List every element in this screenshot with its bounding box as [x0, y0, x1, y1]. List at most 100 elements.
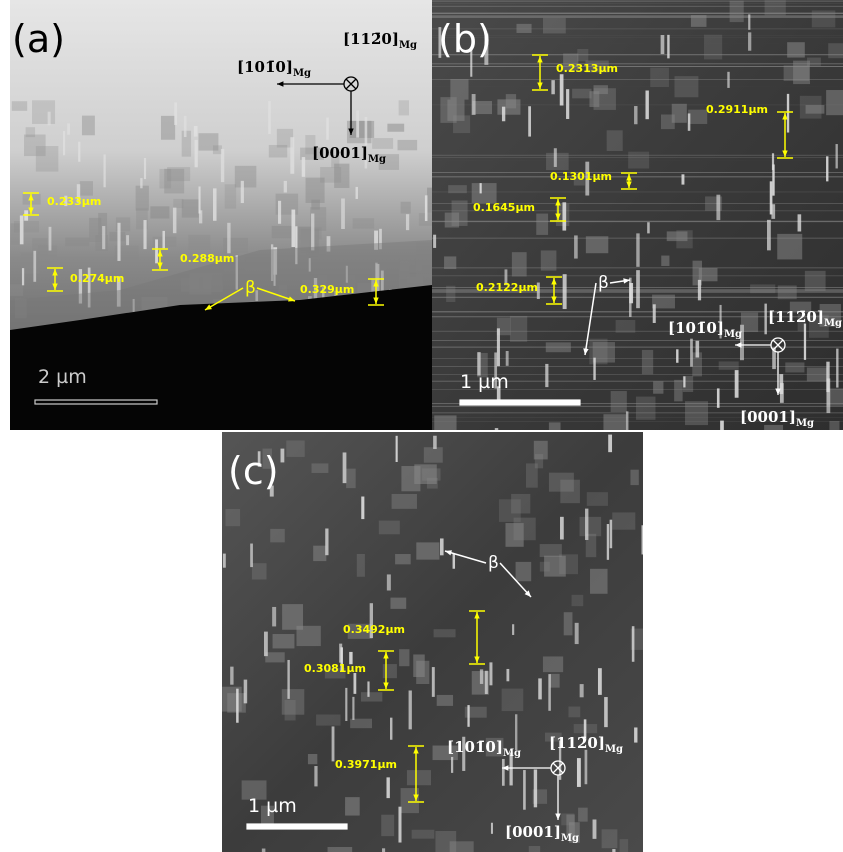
scale-bar	[460, 400, 580, 405]
direction-index: [112̄0]	[549, 734, 605, 752]
precipitate	[452, 200, 468, 225]
beta-plate	[787, 94, 789, 133]
beta-plate	[491, 823, 493, 834]
scale-bar	[247, 824, 347, 829]
beta-plate	[67, 123, 70, 134]
beta-plate	[645, 91, 648, 120]
beta-plate	[126, 235, 129, 245]
beta-plate	[772, 164, 774, 195]
beta-plate	[198, 186, 200, 213]
panel-label: (a)	[12, 17, 65, 61]
precipitate	[346, 469, 356, 488]
precipitate	[345, 797, 360, 815]
precipitate	[674, 380, 682, 401]
direction-index: [0001]	[740, 408, 796, 426]
measurement-label: 0.1645µm	[473, 201, 535, 214]
measurement-label: 0.288µm	[180, 252, 234, 265]
precipitate	[223, 238, 248, 253]
precipitate	[607, 130, 623, 151]
beta-plate	[717, 388, 720, 407]
precipitate	[357, 554, 365, 577]
precipitate	[225, 184, 236, 208]
beta-plate	[353, 673, 356, 694]
measurement-label: 0.2122µm	[476, 281, 538, 294]
beta-plate	[343, 452, 347, 483]
precipitate	[516, 24, 531, 33]
beta-plate	[563, 274, 567, 309]
beta-plate	[681, 174, 684, 184]
precipitate	[265, 652, 284, 662]
direction-index: [0001]	[505, 823, 561, 841]
precipitate	[661, 114, 675, 129]
precipitate	[586, 236, 608, 253]
beta-plate	[727, 72, 729, 88]
beta-plate	[143, 220, 146, 249]
precipitate	[765, 0, 786, 15]
beta-plate	[173, 208, 177, 234]
beta-plate	[194, 126, 198, 137]
precipitate	[546, 342, 571, 352]
beta-plate	[49, 227, 52, 251]
beta-plate	[632, 626, 635, 662]
precipitate	[546, 153, 569, 170]
beta-plate	[345, 688, 347, 721]
beta-plate	[764, 304, 766, 335]
precipitate	[778, 285, 797, 299]
precipitate	[80, 181, 93, 196]
precipitate	[534, 441, 548, 460]
beta-plate	[230, 667, 233, 685]
precipitate	[580, 517, 602, 536]
precipitate	[602, 829, 618, 848]
figure: (a)0.233µm0.288µm0.274µm0.329µmβ[101̄0]M…	[0, 0, 843, 852]
direction-subscript: Mg	[368, 154, 386, 165]
precipitate	[334, 164, 349, 188]
beta-plate	[433, 235, 436, 248]
direction-subscript: Mg	[561, 833, 579, 844]
beta-plate	[264, 632, 268, 657]
precipitate	[516, 562, 532, 581]
precipitate	[24, 135, 46, 157]
precipitate	[372, 138, 393, 149]
precipitate	[611, 391, 627, 412]
precipitate	[399, 100, 409, 115]
precipitate	[306, 178, 325, 203]
beta-plate	[48, 112, 51, 126]
beta-plate	[440, 538, 444, 555]
beta-plate	[262, 849, 266, 852]
measurement-label: 0.1301µm	[550, 170, 612, 183]
precipitate	[296, 626, 320, 646]
beta-plate	[227, 223, 230, 253]
precipitate	[510, 316, 527, 342]
beta-plate	[748, 32, 751, 50]
beta-plate	[140, 178, 142, 188]
beta-plate	[548, 674, 551, 711]
beta-plate	[22, 268, 24, 285]
beta-plate	[562, 202, 566, 230]
precipitate	[399, 649, 409, 666]
beta-plate	[290, 137, 294, 174]
precipitate	[536, 214, 548, 235]
precipitate	[379, 521, 400, 535]
beta-plate	[502, 107, 505, 122]
beta-plate	[365, 117, 368, 145]
beta-plate	[244, 680, 247, 704]
precipitate	[529, 846, 540, 852]
precipitate	[568, 707, 580, 718]
direction-index: [0001]	[312, 144, 368, 162]
beta-plate	[398, 807, 401, 843]
beta-plate	[102, 226, 105, 249]
beta-plate	[199, 210, 202, 223]
precipitate	[383, 664, 397, 678]
precipitate	[444, 256, 456, 269]
beta-plate	[382, 848, 385, 852]
beta-plate	[696, 341, 700, 358]
beta-plate	[236, 689, 239, 723]
precipitate	[188, 235, 210, 250]
beta-plate	[409, 690, 412, 729]
precipitate	[435, 831, 456, 852]
beta-plate	[610, 520, 613, 549]
beta-plate	[425, 195, 428, 221]
precipitate	[550, 674, 560, 688]
precipitate	[381, 815, 394, 836]
beta-plate	[653, 304, 656, 323]
